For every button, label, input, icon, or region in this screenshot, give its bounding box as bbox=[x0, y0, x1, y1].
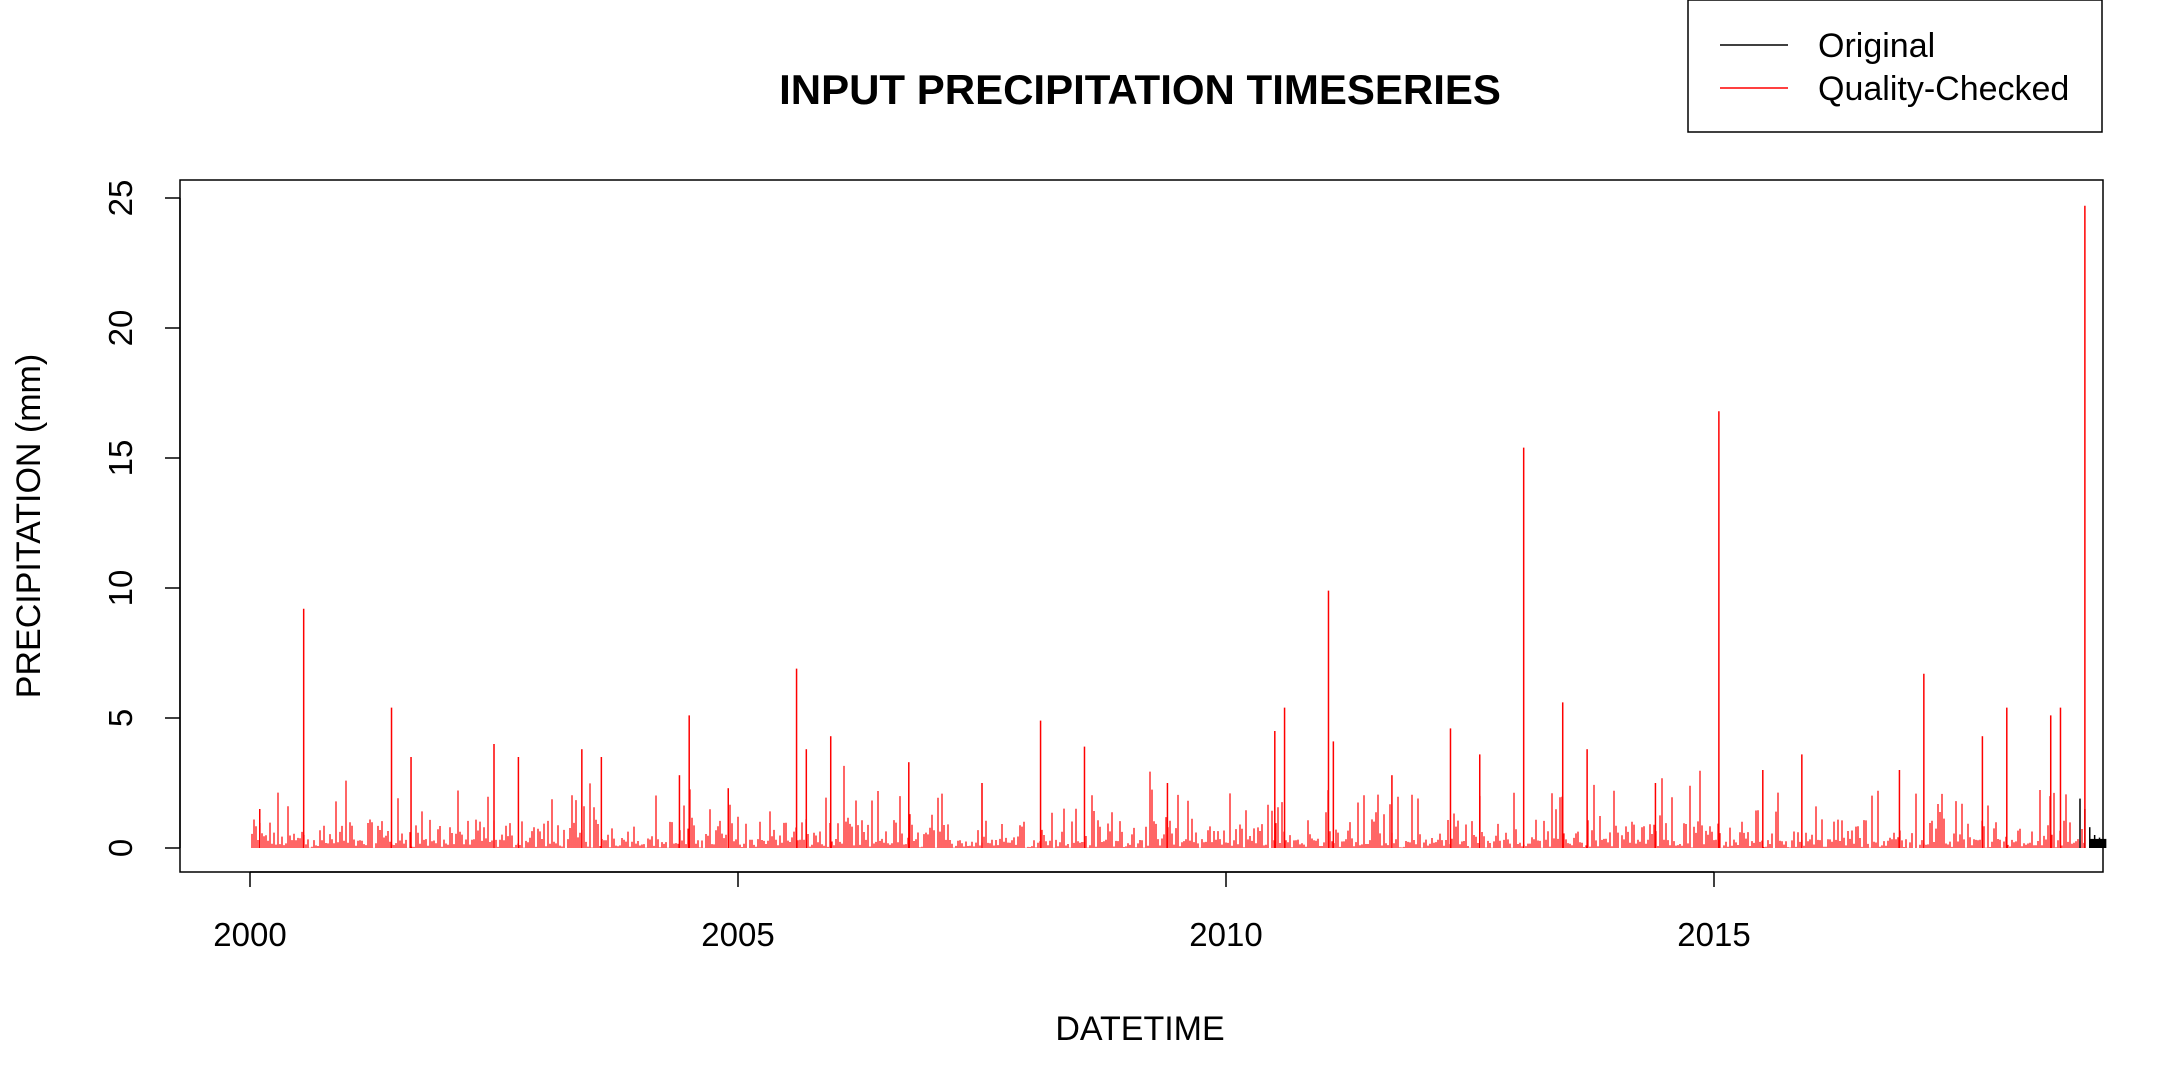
x-tick-label: 2015 bbox=[1677, 916, 1750, 953]
x-ticks: 2000 2005 2010 2015 bbox=[213, 872, 1751, 953]
x-tick-label: 2000 bbox=[213, 916, 286, 953]
legend: Original Quality-Checked bbox=[1687, 0, 2103, 133]
x-tick-label: 2010 bbox=[1189, 916, 1262, 953]
y-tick-label: 10 bbox=[102, 570, 139, 607]
y-tick-label: 15 bbox=[102, 440, 139, 477]
precipitation-background-bars bbox=[251, 765, 2085, 848]
x-axis-label: DATETIME bbox=[1055, 1010, 1224, 1048]
chart-title: INPUT PRECIPITATION TIMESERIES bbox=[779, 66, 1501, 113]
series-quality-checked bbox=[259, 205, 2086, 848]
y-tick-label: 25 bbox=[102, 180, 139, 217]
original-tail-block bbox=[2089, 838, 2107, 848]
legend-label-quality-checked: Quality-Checked bbox=[1818, 70, 2069, 108]
y-tick-label: 5 bbox=[102, 709, 139, 727]
background-spike-path bbox=[251, 765, 2085, 848]
plot-frame bbox=[179, 179, 2104, 873]
y-tick-label: 20 bbox=[102, 310, 139, 347]
legend-box bbox=[1687, 0, 2103, 133]
y-axis-label: PRECIPITATION (mm) bbox=[10, 354, 48, 698]
legend-label-original: Original bbox=[1818, 27, 1935, 65]
y-ticks: 0 5 10 15 20 25 bbox=[102, 180, 180, 857]
y-tick-label: 0 bbox=[102, 839, 139, 857]
x-tick-label: 2005 bbox=[701, 916, 774, 953]
